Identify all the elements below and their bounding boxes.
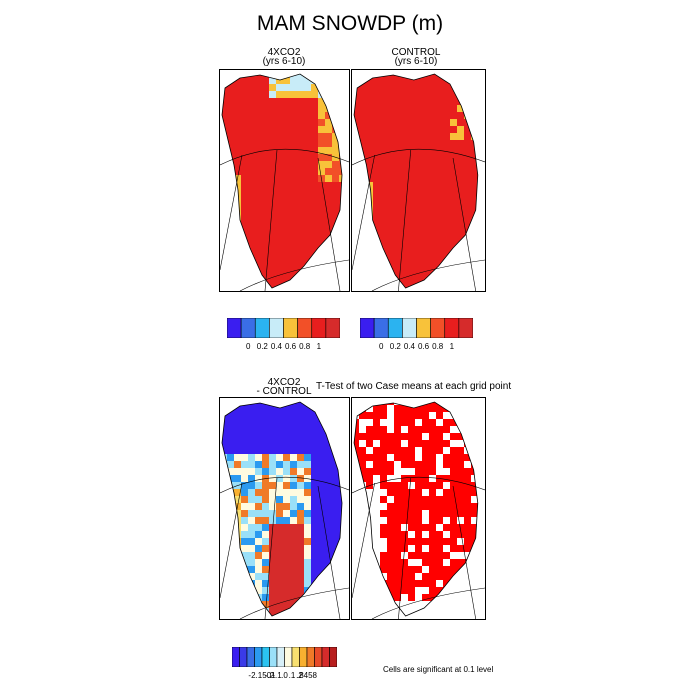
map-difference bbox=[220, 401, 349, 619]
panel-title-line2: (yrs 6-10) bbox=[262, 56, 306, 67]
panel-title-line2: (yrs 6-10) bbox=[394, 56, 438, 67]
colorbar-swatch bbox=[254, 318, 270, 338]
colorbar-4xco2-swatches bbox=[227, 318, 340, 338]
figure-title: MAM SNOWDP (m) bbox=[256, 12, 444, 35]
colorbar-tick-label: 0.4 bbox=[270, 342, 282, 351]
colorbar-swatch bbox=[232, 647, 240, 667]
colorbar-tick-label: 0 bbox=[245, 342, 251, 351]
colorbar-tick-label: 0.8 bbox=[299, 342, 311, 351]
colorbar-tick-label: -.2 bbox=[264, 671, 275, 680]
panel-title-line1: CONTROL bbox=[391, 47, 441, 58]
colorbar-swatch bbox=[276, 647, 285, 667]
colorbar-tick-label: .8458 bbox=[296, 671, 318, 680]
colorbar-tick-label: .1 bbox=[288, 671, 296, 680]
colorbar-swatch bbox=[284, 647, 293, 667]
panel-title-difference: 4XCO2 - CONTROL bbox=[234, 377, 334, 397]
colorbar-swatch bbox=[283, 318, 298, 338]
colorbar-swatch bbox=[239, 647, 248, 667]
colorbar-tick-label: 1 bbox=[316, 342, 322, 351]
colorbar-swatch bbox=[291, 647, 300, 667]
map-4xco2 bbox=[220, 73, 349, 291]
panel-title-line1: 4XCO2 bbox=[267, 47, 301, 58]
colorbar-swatch bbox=[246, 647, 255, 667]
colorbar-swatch bbox=[254, 647, 263, 667]
colorbar-tick-label: 1 bbox=[449, 342, 455, 351]
map-panel-ttest bbox=[351, 397, 486, 620]
colorbar-tick-label: 0.6 bbox=[285, 342, 297, 351]
colorbar-swatch bbox=[311, 318, 327, 338]
colorbar-difference-ticks: -2.1501 -.2 -.1.0.1.2.8458 bbox=[232, 671, 337, 683]
colorbar-control-swatches bbox=[360, 318, 473, 338]
panel-title-line1: 4XCO2 bbox=[267, 377, 301, 388]
colorbar-tick-label: 0.8 bbox=[432, 342, 444, 351]
colorbar-swatch bbox=[227, 318, 242, 338]
colorbar-swatch bbox=[360, 318, 375, 338]
colorbar-swatch bbox=[416, 318, 431, 338]
panel-title-ttest: T-Test of two Case means at each grid po… bbox=[316, 381, 512, 392]
colorbar-control-ticks: 0 0.2 0.4 0.6 0.8 1 bbox=[360, 342, 473, 354]
significance-note: Cells are significant at 0.1 level bbox=[383, 665, 494, 674]
colorbar-swatch bbox=[373, 318, 389, 338]
colorbar-tick-label: 0 bbox=[378, 342, 384, 351]
colorbar-swatch bbox=[306, 647, 315, 667]
colorbar-tick-label: 0.6 bbox=[418, 342, 430, 351]
map-control bbox=[352, 73, 485, 291]
colorbar-swatch bbox=[458, 318, 473, 338]
panel-title-control: CONTROL (yrs 6-10) bbox=[366, 47, 466, 67]
colorbar-swatch bbox=[444, 318, 460, 338]
colorbar-swatch bbox=[299, 647, 308, 667]
colorbar-swatch bbox=[402, 318, 417, 338]
map-ttest bbox=[352, 401, 485, 619]
colorbar-4xco2-ticks: 0 0.2 0.4 0.6 0.8 1 bbox=[227, 342, 340, 354]
colorbar-control bbox=[360, 318, 473, 338]
colorbar-swatch bbox=[325, 318, 340, 338]
colorbar-swatch bbox=[387, 318, 403, 338]
colorbar-swatch bbox=[430, 318, 446, 338]
map-panel-control bbox=[351, 69, 486, 292]
colorbar-tick-label: 0.2 bbox=[256, 342, 268, 351]
colorbar-tick-label: 0.2 bbox=[389, 342, 401, 351]
colorbar-swatch bbox=[261, 647, 270, 667]
colorbar-swatch bbox=[269, 318, 284, 338]
map-panel-difference bbox=[219, 397, 350, 620]
panel-title-4xco2: 4XCO2 (yrs 6-10) bbox=[234, 47, 334, 67]
colorbar-swatch bbox=[240, 318, 256, 338]
colorbar-tick-label: .0 bbox=[281, 671, 288, 680]
colorbar-swatch bbox=[269, 647, 278, 667]
colorbar-tick-label: .2 bbox=[296, 671, 303, 680]
colorbar-difference-swatches bbox=[232, 647, 337, 667]
colorbar-swatch bbox=[321, 647, 330, 667]
map-panel-4xco2 bbox=[219, 69, 350, 292]
panel-title-line2: - CONTROL bbox=[256, 386, 312, 397]
colorbar-tick-label: -.1 bbox=[272, 671, 282, 680]
colorbar-tick-label: -2.1501 bbox=[248, 671, 276, 680]
colorbar-difference bbox=[232, 647, 337, 667]
colorbar-swatch bbox=[314, 647, 323, 667]
colorbar-4xco2 bbox=[227, 318, 340, 338]
colorbar-swatch bbox=[329, 647, 337, 667]
colorbar-swatch bbox=[297, 318, 313, 338]
colorbar-tick-label: 0.4 bbox=[403, 342, 415, 351]
